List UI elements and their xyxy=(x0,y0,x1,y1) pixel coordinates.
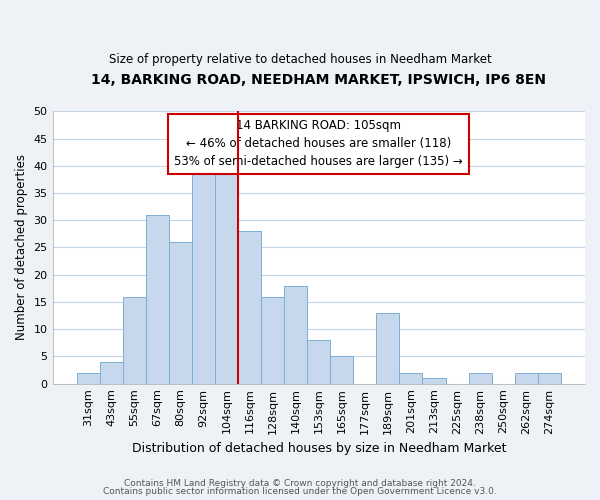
Text: Size of property relative to detached houses in Needham Market: Size of property relative to detached ho… xyxy=(109,52,491,66)
Bar xyxy=(330,356,353,384)
Bar xyxy=(307,340,330,384)
Bar xyxy=(376,313,400,384)
Y-axis label: Number of detached properties: Number of detached properties xyxy=(15,154,28,340)
Bar xyxy=(400,373,422,384)
Text: Contains public sector information licensed under the Open Government Licence v3: Contains public sector information licen… xyxy=(103,488,497,496)
Text: 14 BARKING ROAD: 105sqm
← 46% of detached houses are smaller (118)
53% of semi-d: 14 BARKING ROAD: 105sqm ← 46% of detache… xyxy=(175,120,463,168)
Bar xyxy=(422,378,446,384)
Bar xyxy=(284,286,307,384)
Bar xyxy=(238,231,261,384)
Bar xyxy=(215,160,238,384)
Bar xyxy=(77,373,100,384)
Bar xyxy=(469,373,491,384)
Text: Contains HM Land Registry data © Crown copyright and database right 2024.: Contains HM Land Registry data © Crown c… xyxy=(124,478,476,488)
Bar xyxy=(123,296,146,384)
Bar xyxy=(169,242,192,384)
Title: 14, BARKING ROAD, NEEDHAM MARKET, IPSWICH, IP6 8EN: 14, BARKING ROAD, NEEDHAM MARKET, IPSWIC… xyxy=(91,72,546,86)
Bar xyxy=(146,215,169,384)
X-axis label: Distribution of detached houses by size in Needham Market: Distribution of detached houses by size … xyxy=(131,442,506,455)
Bar xyxy=(515,373,538,384)
Bar xyxy=(100,362,123,384)
Bar xyxy=(192,171,215,384)
Bar xyxy=(538,373,561,384)
Bar xyxy=(261,296,284,384)
